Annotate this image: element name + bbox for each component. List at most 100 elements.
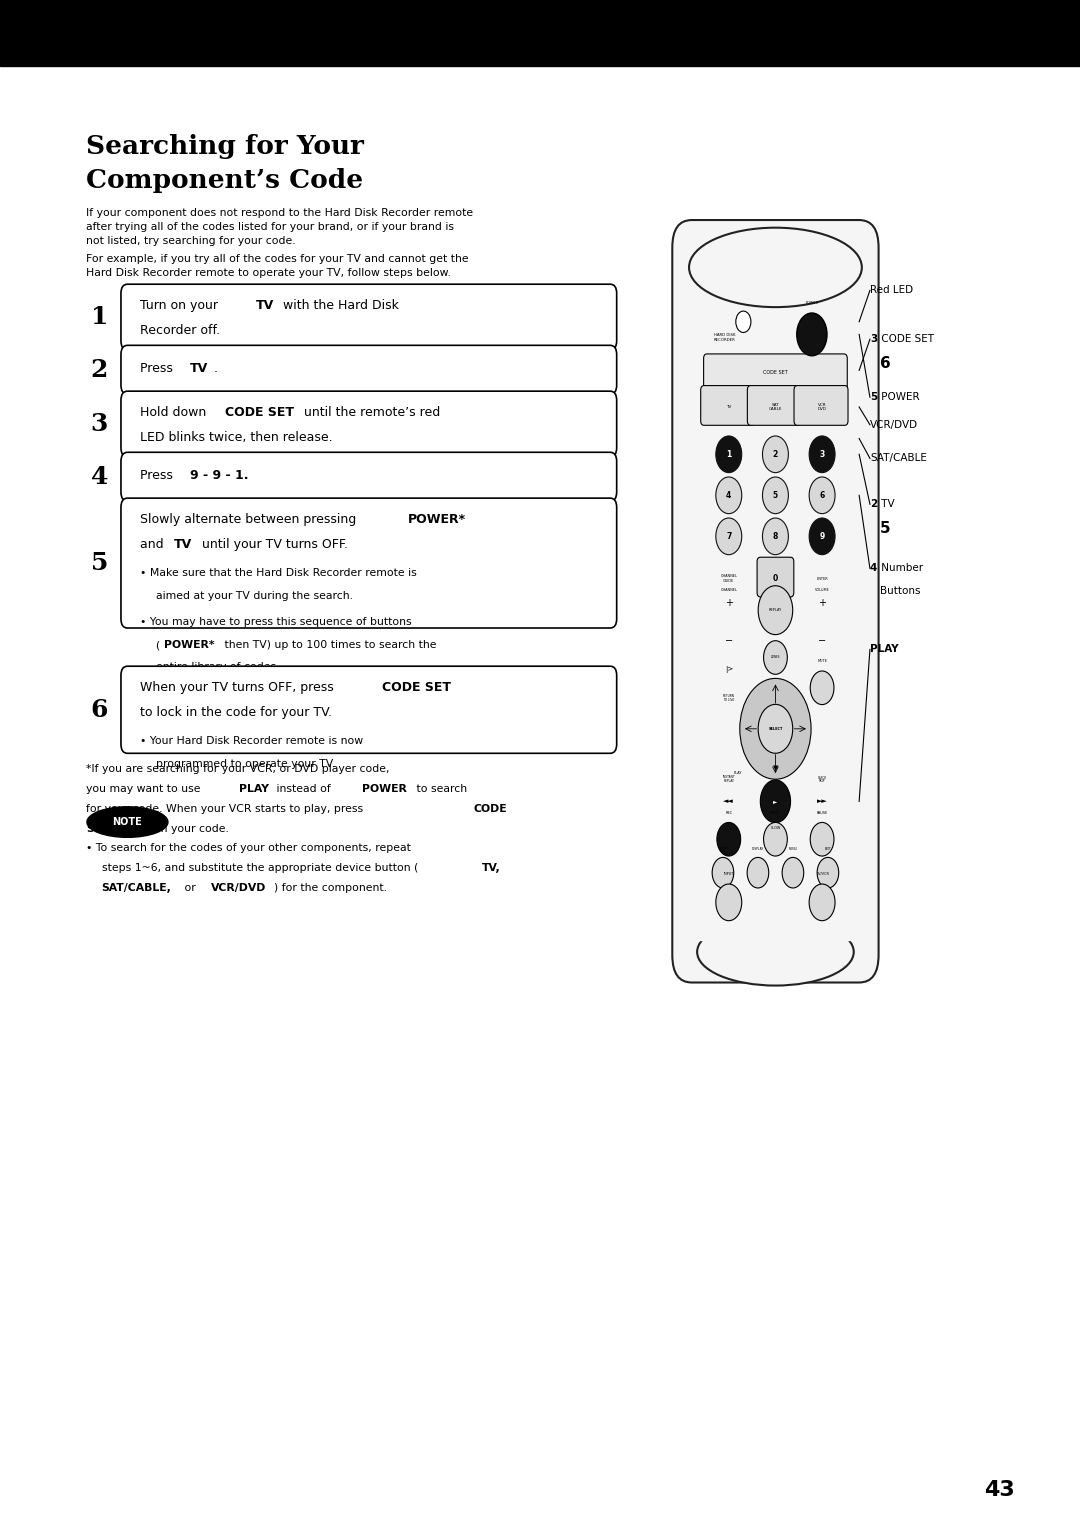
FancyBboxPatch shape <box>704 354 847 391</box>
Circle shape <box>764 822 787 856</box>
Text: programmed to operate your TV.: programmed to operate your TV. <box>156 759 335 770</box>
Text: CODE SET: CODE SET <box>382 681 451 695</box>
Text: SAT/CABLE: SAT/CABLE <box>870 454 927 463</box>
Text: TV: TV <box>877 500 894 509</box>
Text: Buttons: Buttons <box>879 587 920 596</box>
Text: Turn on your: Turn on your <box>140 299 222 313</box>
Text: CODE SET: CODE SET <box>877 335 933 344</box>
Text: ENTER: ENTER <box>816 576 828 581</box>
Text: QUICK
SKIP: QUICK SKIP <box>818 775 826 784</box>
Text: PLAY: PLAY <box>733 772 742 775</box>
Text: INSTANT
REPLAY: INSTANT REPLAY <box>723 775 735 784</box>
Circle shape <box>809 885 835 921</box>
Text: 5: 5 <box>91 552 108 575</box>
Text: SAT/CABLE,: SAT/CABLE, <box>102 883 172 894</box>
Text: SELECT: SELECT <box>768 727 783 730</box>
Text: 1: 1 <box>91 306 108 329</box>
Text: 5: 5 <box>773 490 778 500</box>
Text: Number: Number <box>877 564 922 573</box>
Text: 6: 6 <box>820 490 825 500</box>
Text: CODE SET: CODE SET <box>225 406 294 420</box>
FancyBboxPatch shape <box>121 498 617 628</box>
Text: TV: TV <box>726 405 731 410</box>
Text: MUTE: MUTE <box>818 660 827 663</box>
Circle shape <box>716 477 742 513</box>
Ellipse shape <box>697 918 853 986</box>
Circle shape <box>760 779 791 822</box>
Text: Slowly alternate between pressing: Slowly alternate between pressing <box>140 513 361 527</box>
Text: TV: TV <box>174 538 192 552</box>
Text: JUMP: JUMP <box>719 848 727 851</box>
Circle shape <box>758 704 793 753</box>
Text: to search: to search <box>413 784 467 795</box>
Text: Hold down: Hold down <box>140 406 211 420</box>
Circle shape <box>716 885 742 921</box>
Text: steps 1~6, and substitute the appropriate device button (: steps 1~6, and substitute the appropriat… <box>102 863 418 874</box>
Text: Red LED: Red LED <box>870 286 913 295</box>
Circle shape <box>809 435 835 472</box>
Text: If your component does not respond to the Hard Disk Recorder remote
after trying: If your component does not respond to th… <box>86 208 473 246</box>
Text: Searching for Your: Searching for Your <box>86 134 364 159</box>
Text: *If you are searching for your VCR, or DVD player code,: *If you are searching for your VCR, or D… <box>86 764 390 775</box>
Circle shape <box>717 822 741 856</box>
Circle shape <box>809 518 835 555</box>
Text: .: . <box>214 362 218 376</box>
Text: TV: TV <box>255 299 273 313</box>
Text: SET: SET <box>86 824 109 834</box>
Text: TV/VCR: TV/VCR <box>815 872 828 877</box>
Circle shape <box>762 477 788 513</box>
Text: 6: 6 <box>91 698 108 721</box>
Text: TV,: TV, <box>482 863 500 874</box>
Circle shape <box>810 671 834 704</box>
Text: 2: 2 <box>870 500 877 509</box>
Text: When your TV turns OFF, press: When your TV turns OFF, press <box>140 681 338 695</box>
Text: REC: REC <box>725 811 732 814</box>
Text: +: + <box>818 597 826 608</box>
Text: ZONES: ZONES <box>771 656 780 660</box>
Text: +: + <box>725 597 733 608</box>
Circle shape <box>810 822 834 856</box>
Text: RETURN
TO LIVE: RETURN TO LIVE <box>723 694 734 703</box>
Text: until your TV turns OFF.: until your TV turns OFF. <box>198 538 348 552</box>
Text: with the Hard Disk: with the Hard Disk <box>279 299 399 313</box>
Text: instead of: instead of <box>273 784 335 795</box>
Circle shape <box>740 678 811 779</box>
Text: and: and <box>140 538 168 552</box>
Text: ) for the component.: ) for the component. <box>274 883 388 894</box>
Text: CHANNEL
GUIDE: CHANNEL GUIDE <box>720 575 738 582</box>
Text: DISPLAY: DISPLAY <box>752 848 764 851</box>
Text: 3: 3 <box>820 449 825 458</box>
Text: SLOW: SLOW <box>770 825 781 830</box>
Text: to lock in the code for your TV.: to lock in the code for your TV. <box>140 706 333 720</box>
Text: HARD DISK
RECORDER: HARD DISK RECORDER <box>714 333 735 342</box>
FancyBboxPatch shape <box>121 391 617 457</box>
Text: 4: 4 <box>91 465 108 489</box>
Circle shape <box>716 518 742 555</box>
Text: −: − <box>818 636 826 646</box>
Text: Recorder off.: Recorder off. <box>140 324 220 338</box>
Text: REPLAY: REPLAY <box>769 608 782 613</box>
Circle shape <box>762 435 788 472</box>
Text: you may want to use: you may want to use <box>86 784 204 795</box>
Circle shape <box>712 857 733 888</box>
Text: 0: 0 <box>773 575 778 584</box>
Text: entire library of codes.: entire library of codes. <box>156 662 279 672</box>
FancyBboxPatch shape <box>701 385 755 425</box>
Text: 5: 5 <box>870 393 877 402</box>
Text: 3: 3 <box>91 413 108 435</box>
Text: 8: 8 <box>773 532 778 541</box>
Text: −: − <box>725 636 733 646</box>
Text: then TV) up to 100 times to search the: then TV) up to 100 times to search the <box>221 640 437 651</box>
Text: 43: 43 <box>984 1479 1014 1500</box>
Text: 3: 3 <box>870 335 877 344</box>
Text: to lock in your code.: to lock in your code. <box>114 824 229 834</box>
Text: For example, if you try all of the codes for your TV and cannot get the
Hard Dis: For example, if you try all of the codes… <box>86 254 469 278</box>
Text: 9: 9 <box>820 532 825 541</box>
Text: LED blinks twice, then release.: LED blinks twice, then release. <box>140 431 333 445</box>
Text: ►: ► <box>773 799 778 804</box>
FancyBboxPatch shape <box>747 385 801 425</box>
Text: VOLUME: VOLUME <box>814 588 829 593</box>
Text: Component’s Code: Component’s Code <box>86 168 364 193</box>
Circle shape <box>716 435 742 472</box>
Text: • Your Hard Disk Recorder remote is now: • Your Hard Disk Recorder remote is now <box>140 736 364 747</box>
